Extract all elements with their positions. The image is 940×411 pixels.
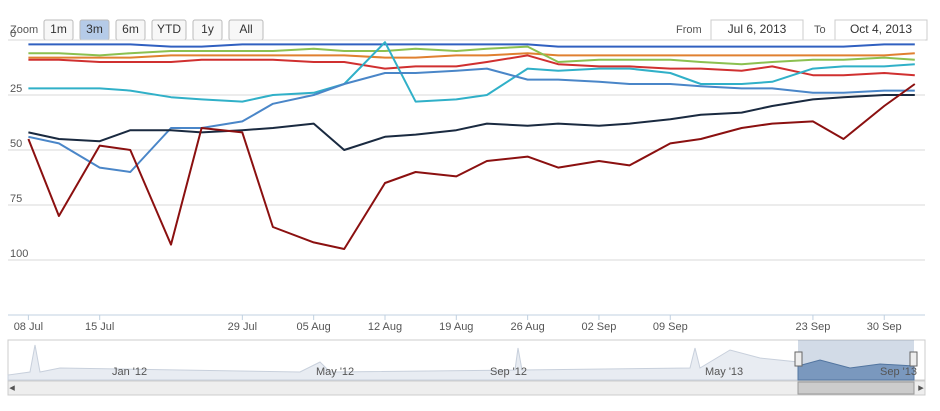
x-tick-label: 12 Aug: [368, 321, 402, 333]
x-tick-label: 15 Jul: [85, 321, 114, 333]
navigator-label: May '13: [705, 366, 743, 378]
zoom-label: Zoom: [10, 24, 38, 36]
to-label: To: [814, 24, 826, 36]
x-tick-label: 30 Sep: [867, 321, 902, 333]
range-button-label[interactable]: 1y: [201, 22, 214, 36]
navigator-label: May '12: [316, 366, 354, 378]
range-button-label[interactable]: 1m: [50, 22, 67, 36]
scrollbar[interactable]: [7, 380, 926, 396]
range-button[interactable]: 1m: [43, 19, 74, 41]
x-tick-label: 08 Jul: [14, 321, 43, 333]
range-button-label[interactable]: YTD: [157, 22, 181, 36]
to-value[interactable]: Oct 4, 2013: [850, 22, 912, 36]
series-line: [27, 83, 916, 250]
scroll-right[interactable]: ▸: [918, 382, 924, 394]
navigator-series: [7, 344, 799, 381]
from-value[interactable]: Jul 6, 2013: [728, 22, 787, 36]
x-tick-label: 19 Aug: [439, 321, 473, 333]
x-tick-label: 29 Jul: [228, 321, 257, 333]
navigator-handle[interactable]: [794, 351, 803, 367]
navigator-mask: [798, 340, 914, 380]
scrollbar-thumb[interactable]: [797, 381, 915, 395]
range-button[interactable]: 1y: [192, 19, 223, 41]
navigator-label: Sep '13: [880, 366, 917, 378]
series-line: [28, 45, 915, 66]
series-line: [28, 67, 915, 173]
x-tick-label: 23 Sep: [795, 321, 830, 333]
y-tick-label: 75: [10, 193, 22, 205]
range-button[interactable]: 6m: [115, 19, 146, 41]
series-line: [28, 94, 915, 151]
range-button-label[interactable]: 3m: [86, 22, 103, 36]
navigator-label: Sep '12: [490, 366, 527, 378]
series-line: [28, 43, 915, 48]
navigator-handle[interactable]: [909, 351, 918, 367]
series-line: [28, 54, 915, 77]
scroll-left[interactable]: ◂: [9, 382, 15, 394]
from-input[interactable]: Jul 6, 2013: [710, 19, 804, 41]
y-tick-label: 100: [10, 248, 28, 260]
series-line: [28, 52, 915, 59]
x-tick-label: 09 Sep: [653, 321, 688, 333]
navigator-label: Jan '12: [112, 366, 147, 378]
y-tick-label: 0: [10, 28, 16, 40]
from-label: From: [676, 24, 702, 36]
range-button-label[interactable]: All: [239, 22, 252, 36]
x-tick-label: 05 Aug: [297, 321, 331, 333]
range-button[interactable]: 3m: [79, 19, 110, 41]
to-input[interactable]: Oct 4, 2013: [834, 19, 928, 41]
range-button[interactable]: All: [228, 19, 264, 41]
y-tick-label: 25: [10, 83, 22, 95]
x-tick-label: 26 Aug: [511, 321, 545, 333]
range-button[interactable]: YTD: [151, 19, 187, 41]
series-line: [28, 41, 915, 103]
range-button-label[interactable]: 6m: [122, 22, 139, 36]
x-tick-label: 02 Sep: [582, 321, 617, 333]
y-tick-label: 50: [10, 138, 22, 150]
